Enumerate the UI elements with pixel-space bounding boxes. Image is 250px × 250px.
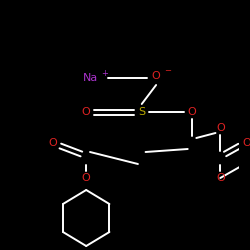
Text: O: O — [82, 107, 90, 117]
Text: O: O — [187, 107, 196, 117]
Text: O: O — [152, 71, 160, 81]
Text: S: S — [138, 107, 145, 117]
Text: −: − — [164, 66, 171, 76]
Text: Na: Na — [83, 73, 98, 83]
Text: +: + — [101, 68, 108, 78]
Text: O: O — [216, 173, 225, 183]
Text: O: O — [216, 123, 225, 133]
Text: O: O — [48, 138, 57, 148]
Text: O: O — [82, 173, 90, 183]
Text: O: O — [243, 138, 250, 148]
